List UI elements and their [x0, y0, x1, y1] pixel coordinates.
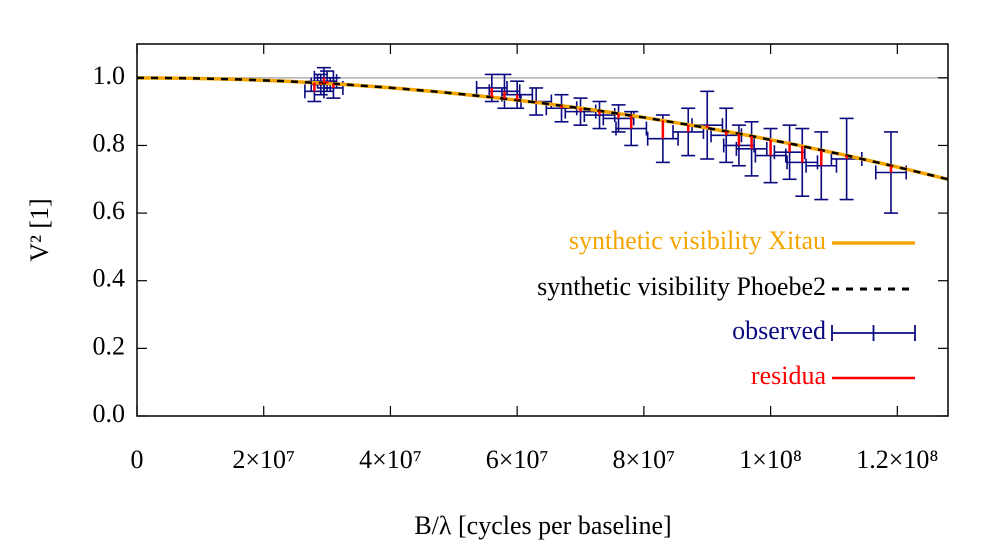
x-tick-label: 2×10⁷ — [232, 445, 295, 474]
y-tick-label: 0.2 — [93, 331, 126, 360]
y-tick-label: 0.6 — [93, 196, 126, 225]
legend-label: synthetic visibility Xitau — [569, 226, 826, 255]
legend-label: synthetic visibility Phoebe2 — [537, 272, 826, 301]
y-axis-label: V² [1] — [25, 198, 54, 261]
x-tick-label: 4×10⁷ — [359, 445, 422, 474]
x-tick-label: 1×10⁸ — [739, 445, 802, 474]
x-tick-label: 0 — [131, 445, 144, 474]
x-tick-label: 8×10⁷ — [613, 445, 676, 474]
model-line — [136, 76, 949, 181]
y-tick-label: 0.8 — [93, 128, 126, 157]
x-tick-label: 1.2×10⁸ — [856, 445, 938, 474]
legend-label: residua — [751, 361, 827, 390]
y-tick-label: 0.0 — [93, 399, 126, 428]
y-tick-label: 1.0 — [93, 61, 126, 90]
legend-label: observed — [732, 316, 826, 345]
plot-frame — [136, 43, 949, 417]
x-axis-label: B/λ [cycles per baseline] — [414, 511, 671, 540]
x-tick-label: 6×10⁷ — [486, 445, 549, 474]
model-line — [136, 76, 949, 181]
y-tick-label: 0.4 — [93, 264, 126, 293]
